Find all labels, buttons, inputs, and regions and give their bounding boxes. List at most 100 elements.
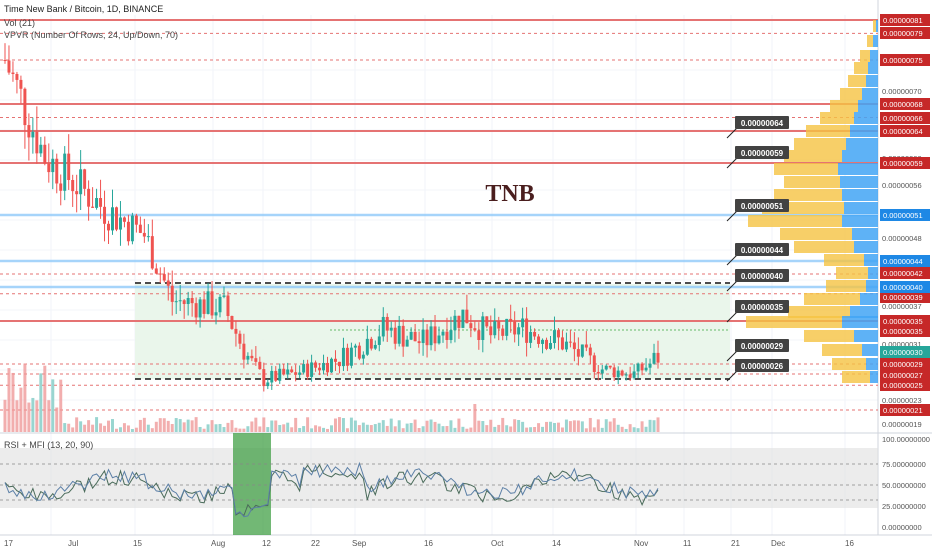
candle-body <box>150 236 154 269</box>
volume-profile <box>746 20 878 383</box>
volume-bar <box>298 427 302 432</box>
price-badge-blue <box>880 209 930 221</box>
vpvr-up <box>854 112 878 124</box>
volume-bar <box>310 428 314 432</box>
vpvr-down <box>840 88 862 100</box>
vpvr-down <box>780 228 852 240</box>
volume-bar <box>521 421 525 432</box>
volume-bar <box>588 417 592 432</box>
candle-body <box>67 153 71 181</box>
volume-bar <box>560 427 564 432</box>
candle-body <box>541 339 545 344</box>
callout-label: 0.00000035 <box>741 303 784 312</box>
vpvr-up <box>862 344 878 356</box>
candle-body <box>552 330 556 344</box>
volume-bar <box>27 402 31 432</box>
volume-bar <box>401 428 405 432</box>
volume-bar <box>278 424 282 432</box>
volume-bar <box>564 419 568 432</box>
candle-body <box>648 363 652 368</box>
volume-bar <box>529 427 533 432</box>
rsi-line <box>4 461 659 518</box>
rsi-label: RSI + MFI (13, 20, 90) <box>4 440 94 450</box>
volume-bar <box>83 424 87 432</box>
volume-bar <box>63 423 67 432</box>
price-tick: 0.00000037 <box>882 302 922 311</box>
volume-bar <box>632 427 636 432</box>
time-tick: Nov <box>634 539 648 548</box>
price-axis: 0.000000700.000000600.000000560.00000052… <box>880 14 930 429</box>
rsi-tick: 50.00000000 <box>882 481 926 490</box>
candle-body <box>27 125 31 138</box>
candle-body <box>126 221 130 242</box>
candle-body <box>433 326 437 344</box>
volume-bar <box>648 419 652 432</box>
price-badge-red-text: 0.00000039 <box>883 293 923 302</box>
candle-body <box>425 329 429 346</box>
volume-bar <box>138 419 142 432</box>
volume-bar <box>51 379 55 432</box>
volume-bar <box>190 420 194 432</box>
price-badge-red <box>880 125 930 137</box>
volume-bar <box>154 421 158 432</box>
volume-bar <box>262 417 266 432</box>
vpvr-up <box>860 293 878 305</box>
candle-body <box>114 207 118 230</box>
candle-body <box>39 144 43 154</box>
candle-body <box>417 341 421 344</box>
volume-bar <box>202 428 206 432</box>
price-badge-red-text: 0.00000059 <box>883 159 923 168</box>
candle-body <box>174 301 178 303</box>
volume-bar <box>393 426 397 432</box>
volume-bar <box>445 426 449 432</box>
vpvr-up <box>868 62 878 74</box>
candle-body <box>517 327 521 335</box>
volume-bar <box>381 420 385 432</box>
volume-bar <box>397 420 401 432</box>
candle-body <box>35 131 39 154</box>
candle-body <box>19 79 23 89</box>
candle-body <box>365 338 369 355</box>
candle-body <box>537 336 541 344</box>
volume-bar <box>389 418 393 432</box>
callout-label: 0.00000064 <box>741 119 784 128</box>
volume-bar <box>604 419 608 432</box>
price-badge-red <box>880 315 930 327</box>
volume-bar <box>246 426 250 432</box>
candle-body <box>210 291 214 316</box>
candle-body <box>509 318 513 322</box>
price-badge-red <box>880 267 930 279</box>
price-badge-red <box>880 14 930 26</box>
price-tick: 0.00000031 <box>882 340 922 349</box>
volume-bar <box>170 424 174 432</box>
candle-body <box>330 358 333 373</box>
candle-body <box>15 74 19 80</box>
volume-bar <box>306 417 310 432</box>
candle-body <box>314 362 318 368</box>
callouts: 0.00000064 0.00000059 0.00000051 0.00000044… <box>726 116 789 382</box>
volume-bar <box>218 423 222 432</box>
volume-bar <box>87 420 91 432</box>
volume-bar <box>270 420 274 432</box>
vpvr-up <box>844 202 878 214</box>
volume-bar <box>286 422 290 432</box>
volume-bar <box>369 425 373 432</box>
candle-body <box>254 358 258 362</box>
candle-body <box>596 371 600 374</box>
price-badge-blue-text: 0.00000040 <box>883 283 923 292</box>
vpvr-up <box>854 241 878 253</box>
volume-bar <box>509 426 513 432</box>
volume-bar <box>55 407 59 432</box>
volume-bar <box>612 418 616 432</box>
time-axis: 17 Jul 15 Aug 12 22 Sep 16 Oct 14 Nov 11 21 Dec 16 <box>4 539 854 548</box>
rsi-band <box>0 448 878 508</box>
time-tick: 11 <box>683 539 692 548</box>
callout-label: 0.00000059 <box>741 149 784 158</box>
volume-bar <box>162 418 166 432</box>
volume-bar <box>457 418 461 432</box>
volume-bar <box>576 420 580 432</box>
volume-bar <box>505 425 509 432</box>
vpvr-up <box>842 150 878 162</box>
volume-bar <box>118 427 122 432</box>
volume-bar <box>214 424 218 432</box>
